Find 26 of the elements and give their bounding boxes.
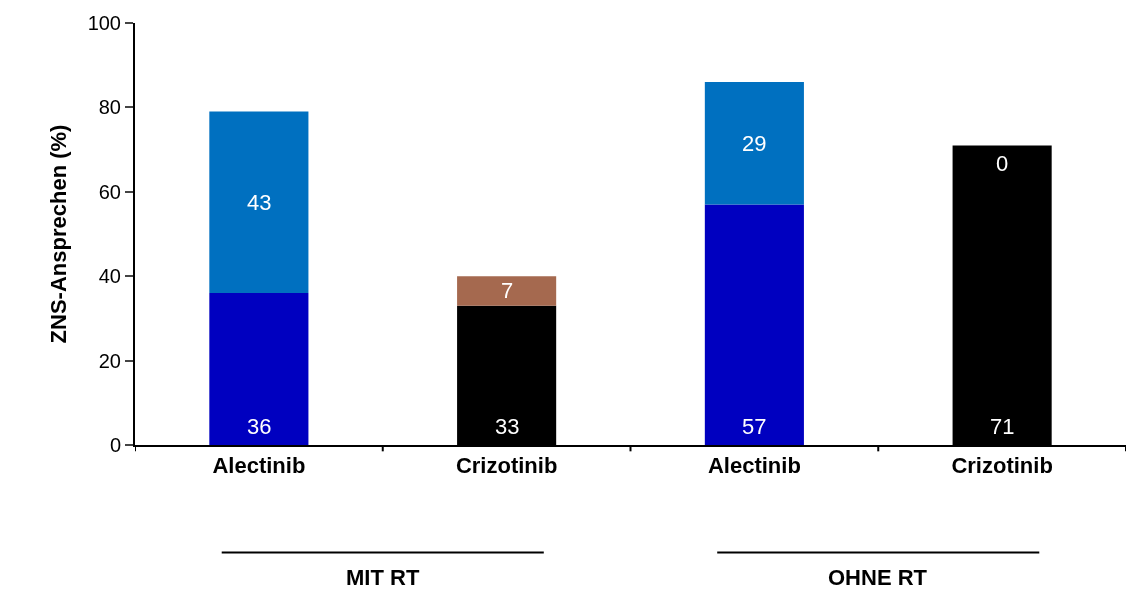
data-label: 29 xyxy=(742,131,767,156)
data-label: 43 xyxy=(247,190,272,215)
x-tick-label: Crizotinib xyxy=(951,453,1053,479)
x-tick-label: Crizotinib xyxy=(455,453,558,479)
y-tick-label: 0 xyxy=(109,434,121,456)
bar xyxy=(209,111,309,294)
data-label: 36 xyxy=(247,414,272,439)
data-label: 7 xyxy=(501,278,514,303)
data-label: 71 xyxy=(990,414,1015,439)
y-axis-title: ZNS-Ansprechen (%) xyxy=(45,124,71,344)
bar xyxy=(209,293,309,445)
bar xyxy=(704,82,804,205)
x-tick-label: Alectinib xyxy=(212,453,306,479)
y-tick-label: 80 xyxy=(98,96,121,119)
y-tick-label: 100 xyxy=(87,12,121,34)
y-tick-label: 20 xyxy=(98,349,121,372)
y-tick-label: 40 xyxy=(98,265,121,288)
data-label: 57 xyxy=(742,414,767,439)
bar xyxy=(457,276,557,306)
data-label: 0 xyxy=(996,151,1009,176)
data-label: 33 xyxy=(495,414,520,439)
bar xyxy=(704,204,804,445)
y-tick-label: 60 xyxy=(98,180,121,203)
text: MIT RT xyxy=(346,565,420,590)
text: OHNE RT xyxy=(828,565,928,590)
x-tick-label: Alectinib xyxy=(707,453,801,479)
